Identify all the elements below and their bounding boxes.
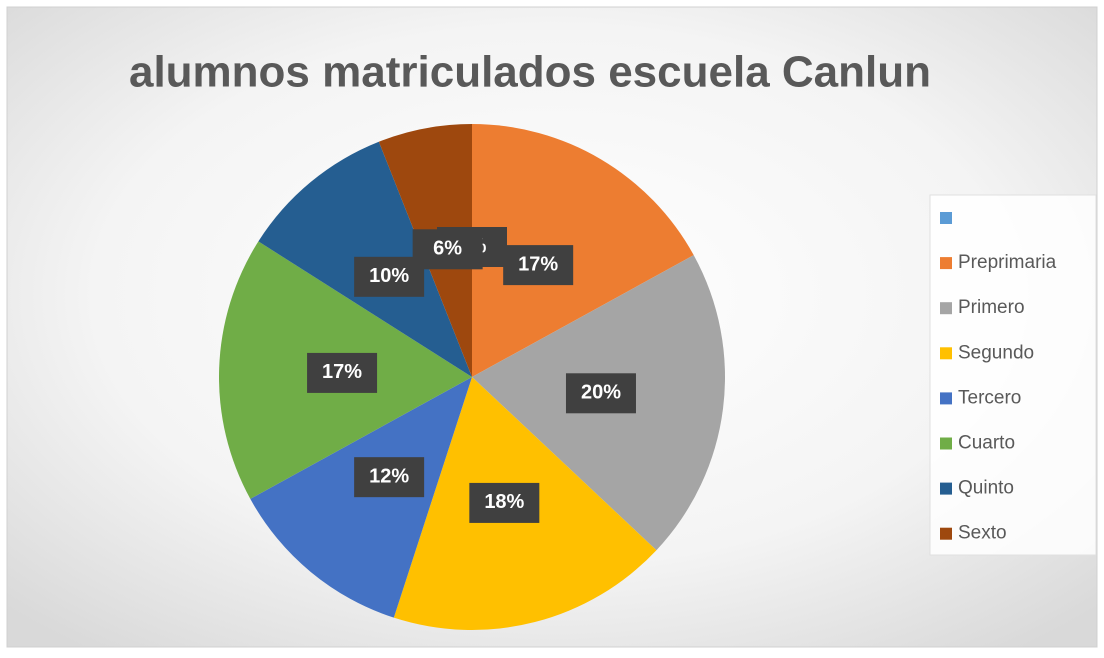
data-label-box bbox=[503, 245, 574, 286]
data-label-box bbox=[412, 229, 483, 270]
data-label: 12% bbox=[369, 465, 409, 487]
data-label: 10% bbox=[369, 265, 409, 287]
legend-swatch bbox=[940, 212, 952, 224]
legend-swatch bbox=[940, 527, 952, 540]
data-label-box bbox=[307, 352, 378, 393]
legend-label: Segundo bbox=[958, 342, 1034, 363]
legend-label: Cuarto bbox=[958, 433, 1015, 454]
legend-swatch bbox=[940, 392, 952, 405]
legend-swatch bbox=[940, 482, 952, 495]
legend-label: Tercero bbox=[958, 387, 1021, 408]
legend-swatch bbox=[940, 257, 952, 270]
legend-swatch bbox=[940, 347, 952, 360]
legend-label: Primero bbox=[958, 297, 1025, 318]
data-label-box bbox=[565, 373, 636, 414]
data-label: 20% bbox=[581, 382, 621, 404]
chart-title: alumnos matriculados escuela Canlun bbox=[129, 48, 931, 97]
data-label: 6% bbox=[433, 238, 462, 260]
legend-swatch bbox=[940, 302, 952, 315]
data-label: 17% bbox=[322, 361, 362, 383]
legend bbox=[929, 194, 1097, 556]
data-label: 17% bbox=[518, 253, 558, 275]
data-label-box bbox=[469, 482, 540, 523]
data-label-box bbox=[354, 256, 425, 297]
data-label: 18% bbox=[484, 491, 524, 513]
legend-label: Sexto bbox=[958, 523, 1007, 544]
data-label-box bbox=[354, 457, 425, 498]
pie-slice bbox=[472, 124, 694, 377]
legend-label: Quinto bbox=[958, 478, 1014, 499]
legend-swatch bbox=[940, 437, 952, 450]
legend-label: Preprimaria bbox=[958, 252, 1057, 273]
pie-slice bbox=[250, 377, 472, 618]
